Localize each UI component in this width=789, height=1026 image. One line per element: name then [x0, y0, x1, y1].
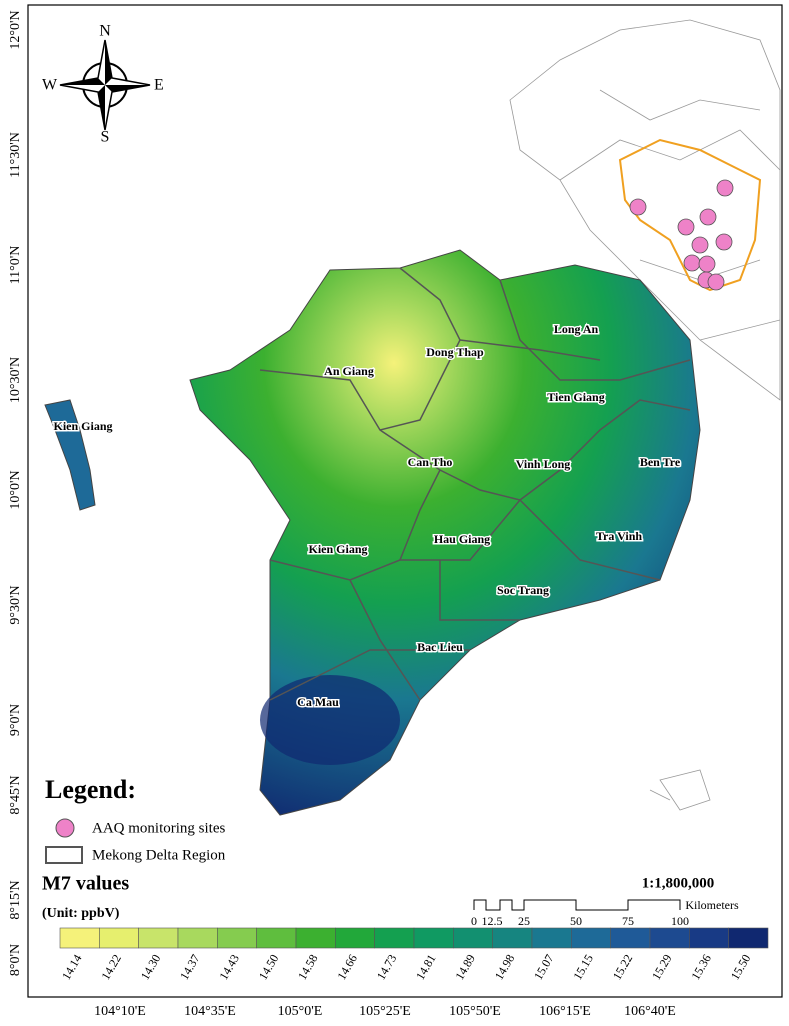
- colorbar-box: [413, 927, 454, 949]
- site: [691, 236, 709, 254]
- site: [698, 255, 716, 273]
- scale-tick: 25: [518, 914, 530, 928]
- high-area: [260, 675, 400, 765]
- lat-label: 8°15'N: [8, 880, 23, 919]
- scale-tick: 12.5: [482, 914, 503, 928]
- compass: N E S W: [42, 23, 164, 146]
- colorbar-box: [256, 927, 297, 949]
- site: [629, 198, 647, 216]
- compass-w: W: [42, 77, 58, 94]
- scale-unit: Kilometers: [685, 898, 739, 912]
- legend-item: AAQ monitoring sites: [92, 820, 225, 836]
- compass-n: N: [99, 23, 111, 40]
- legend-site-symbol: [55, 818, 75, 838]
- colorbar-box: [531, 927, 572, 949]
- north-region: [509, 19, 781, 811]
- site: [677, 218, 695, 236]
- lon-label: 105°0'E: [278, 1004, 323, 1019]
- island: [44, 399, 96, 511]
- aaq-region: [618, 138, 762, 292]
- site: [699, 208, 717, 226]
- colorbar-box: [177, 927, 218, 949]
- compass-s: S: [101, 129, 110, 146]
- lon-label: 106°15'E: [539, 1004, 591, 1019]
- colorbar-box: [217, 927, 257, 949]
- colorbar-unit: (Unit: ppbV): [42, 906, 120, 921]
- site: [707, 273, 725, 291]
- colorbar-box: [99, 927, 139, 949]
- lat-label: 10°0'N: [8, 470, 23, 509]
- lat-label: 12°0'N: [8, 10, 23, 49]
- colorbar-box: [728, 927, 769, 949]
- site: [715, 233, 733, 251]
- province-label: Dong Thap: [426, 345, 484, 359]
- province-label: Long An: [554, 322, 599, 336]
- lon-label: 105°50'E: [449, 1004, 501, 1019]
- scale-tick: 75: [622, 914, 634, 928]
- colorbar-box: [138, 927, 179, 949]
- colorbar-box: [59, 927, 100, 949]
- scale-ratio: 1:1,800,000: [642, 875, 715, 891]
- compass-e: E: [154, 77, 164, 94]
- lat-label: 8°45'N: [8, 775, 23, 814]
- province-label: Tra Vinh: [596, 529, 642, 543]
- colorbar-box: [453, 927, 493, 949]
- province-label: Soc Trang: [497, 583, 549, 597]
- lat-label: 11°0'N: [8, 246, 23, 285]
- lat-label: 8°0'N: [8, 944, 23, 976]
- province-label: Can Tho: [408, 455, 453, 469]
- legend-region-symbol: [45, 846, 83, 864]
- province-label: Bac Lieu: [417, 640, 463, 654]
- lat-label: 9°0'N: [8, 704, 23, 736]
- scale-tick: 100: [671, 914, 689, 928]
- lat-label: 9°30'N: [8, 585, 23, 624]
- legend-item: Mekong Delta Region: [92, 847, 226, 863]
- colorbar-box: [295, 927, 336, 949]
- colorbar-box: [649, 927, 690, 949]
- monitoring-sites: [629, 179, 734, 291]
- colorbar-box: [335, 927, 375, 949]
- province-label: Tien Giang: [547, 390, 604, 404]
- colorbar-title: M7 values: [42, 873, 129, 895]
- lon-label: 105°25'E: [359, 1004, 411, 1019]
- province-label: Ben Tre: [640, 455, 681, 469]
- province-label: Kien Giang: [308, 542, 367, 556]
- site: [716, 179, 734, 197]
- scale-tick: 50: [570, 914, 582, 928]
- province-label: An Giang: [324, 364, 374, 378]
- colorbar-box: [689, 927, 729, 949]
- province-label: Kien Giang: [53, 419, 112, 433]
- scale-tick: 0: [471, 914, 477, 928]
- colorbar-box: [571, 927, 611, 949]
- lat-label: 11°30'N: [8, 132, 23, 178]
- scale-bar: [473, 899, 681, 911]
- legend-title: Legend:: [45, 775, 136, 804]
- lon-label: 104°10'E: [94, 1004, 146, 1019]
- province-label: Vinh Long: [516, 457, 571, 471]
- colorbar-box: [492, 927, 533, 949]
- lon-label: 106°40'E: [624, 1004, 676, 1019]
- province-borders: [259, 267, 691, 701]
- province-label: Hau Giang: [434, 532, 490, 546]
- colorbar-box: [610, 927, 651, 949]
- lon-label: 104°35'E: [184, 1004, 236, 1019]
- lat-label: 10°30'N: [8, 357, 23, 403]
- province-label: Ca Mau: [297, 695, 339, 709]
- site: [683, 254, 701, 272]
- colorbar-box: [374, 927, 415, 949]
